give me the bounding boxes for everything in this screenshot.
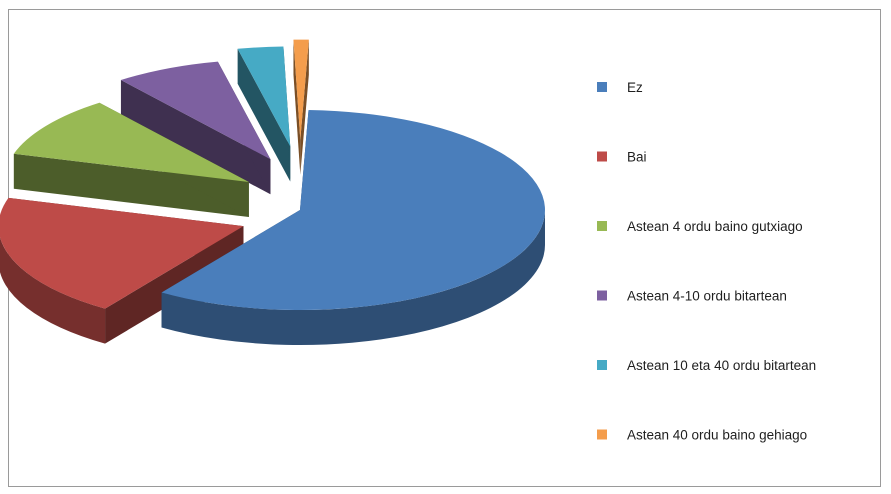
pie-slice-top [13, 102, 249, 182]
pie-slice [161, 110, 546, 345]
pie-slice [0, 197, 244, 344]
legend: Ez Bai Astean 4 ordu baino gutxiago Astean … [597, 80, 816, 443]
pie-slice-wall [300, 39, 309, 175]
pie-slice-top [161, 110, 546, 311]
pie-slice-top [237, 46, 291, 147]
legend-swatch [597, 429, 607, 440]
legend-item: Ez [597, 80, 643, 95]
pie-slice [13, 102, 249, 217]
pie-slice-wall [120, 80, 271, 195]
pie-slice [120, 61, 271, 195]
legend-label: Astean 10 eta 40 ordu bitartean [627, 358, 816, 373]
pie-slices [0, 39, 546, 345]
legend-swatch [597, 221, 607, 231]
legend-item: Astean 10 eta 40 ordu bitartean [597, 358, 816, 373]
pie-slice-wall [293, 39, 301, 175]
pie-slice [293, 39, 309, 175]
pie-slice-wall [13, 153, 249, 217]
legend-label: Ez [627, 80, 643, 95]
legend-label: Astean 40 ordu baino gehiago [627, 428, 807, 443]
legend-label: Bai [627, 150, 647, 165]
pie-slice [237, 46, 291, 182]
legend-label: Astean 4-10 ordu bitartean [627, 289, 787, 304]
legend-item: Astean 4 ordu baino gutxiago [597, 219, 803, 234]
pie-slice-top [120, 61, 271, 160]
pie-slice-wall [237, 48, 291, 182]
pie-slice-side [161, 210, 546, 345]
legend-swatch [597, 290, 607, 301]
legend-swatch [597, 82, 607, 92]
legend-item: Astean 4-10 ordu bitartean [597, 289, 787, 304]
legend-swatch [597, 360, 607, 370]
legend-item: Bai [597, 150, 647, 165]
legend-item: Astean 40 ordu baino gehiago [597, 428, 807, 443]
pie-slice-top [293, 39, 309, 140]
pie-slice-side [0, 237, 106, 344]
legend-label: Astean 4 ordu baino gutxiago [627, 219, 803, 234]
pie-slice-top [0, 197, 244, 309]
legend-swatch [597, 151, 607, 162]
